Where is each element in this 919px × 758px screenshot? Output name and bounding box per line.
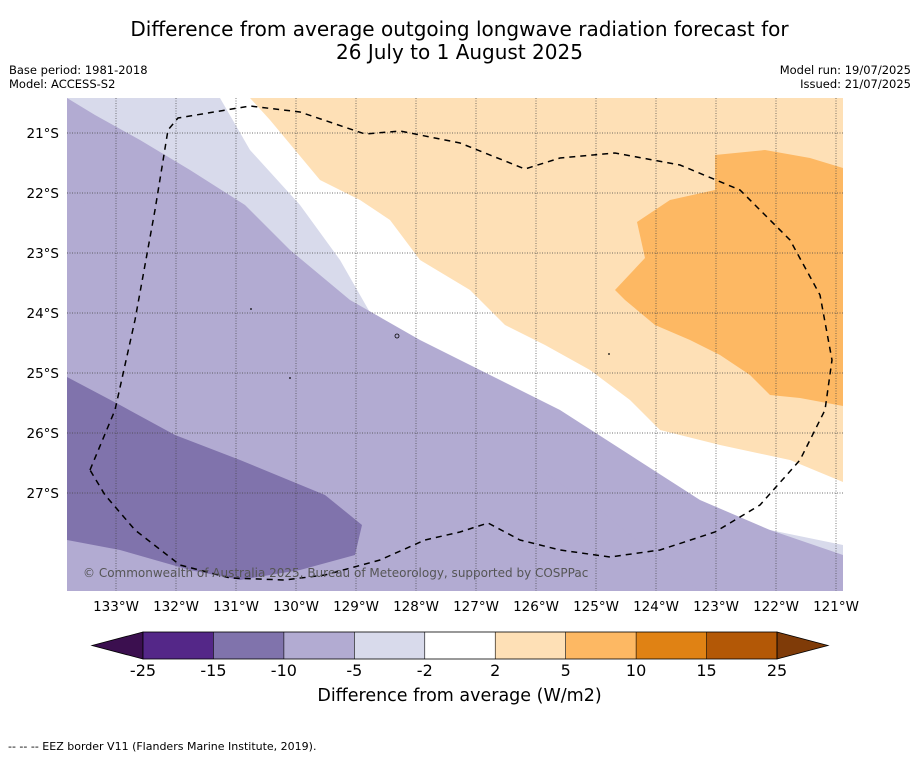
lon-label: 123°W <box>693 599 739 615</box>
lat-label: 21°S <box>27 126 60 142</box>
lon-label: 127°W <box>453 599 499 615</box>
island-marker <box>608 353 610 355</box>
colorbar-segment <box>354 632 425 659</box>
colorbar-tick-label: -15 <box>200 661 227 680</box>
lon-label: 122°W <box>753 599 799 615</box>
colorbar-segment <box>283 632 355 659</box>
meta-left: Base period: 1981-2018 Model: ACCESS-S2 <box>9 63 148 91</box>
title-line-1: Difference from average outgoing longwav… <box>130 17 789 41</box>
colorbar-segment <box>424 632 496 659</box>
eez-footnote: -- -- -- EEZ border V11 (Flanders Marine… <box>8 740 317 753</box>
lon-label: 125°W <box>573 599 619 615</box>
colorbar-segment <box>213 632 284 659</box>
lat-label: 25°S <box>27 366 60 382</box>
model-name: Model: ACCESS-S2 <box>9 77 116 91</box>
anomaly-zone-2-to-5 <box>250 98 843 482</box>
meta-right: Model run: 19/07/2025 Issued: 21/07/2025 <box>780 63 911 91</box>
colorbar-segment <box>565 632 637 659</box>
lat-label: 26°S <box>27 426 60 442</box>
lat-label: 23°S <box>27 246 60 262</box>
colorbar-tick-label: 15 <box>696 661 717 680</box>
longitude-labels: 133°W 132°W 131°W 130°W 129°W 128°W 127°… <box>93 599 859 615</box>
colorbar-tick-label: 2 <box>490 661 501 680</box>
lon-label: 128°W <box>393 599 439 615</box>
copyright-notice: © Commonwealth of Australia 2025, Bureau… <box>83 566 588 580</box>
lon-label: 129°W <box>333 599 379 615</box>
graticule <box>67 98 843 591</box>
anomaly-zone-neg10-to-neg15 <box>67 377 362 580</box>
lon-label: 133°W <box>93 599 139 615</box>
colorbar-tick-label: 5 <box>560 661 571 680</box>
colorbar-extend-low <box>90 631 144 660</box>
issued-date: Issued: 21/07/2025 <box>800 77 911 91</box>
colorbar-segment <box>636 632 707 659</box>
colorbar-tick-label: 25 <box>766 661 788 680</box>
colorbar-segment <box>143 632 214 659</box>
base-period: Base period: 1981-2018 <box>9 63 148 77</box>
colorbar-tick-label: -5 <box>346 661 363 680</box>
lat-label: 24°S <box>27 306 60 322</box>
colorbar-label: Difference from average (W/m2) <box>317 686 602 706</box>
lon-label: 130°W <box>273 599 319 615</box>
lat-label: 22°S <box>27 186 60 202</box>
latitude-labels: 21°S 22°S 23°S 24°S 25°S 26°S 27°S <box>27 126 60 502</box>
anomaly-zone-5-to-10 <box>615 150 843 406</box>
lon-label: 126°W <box>513 599 559 615</box>
colorbar-extend-high <box>776 631 830 660</box>
lon-label: 121°W <box>813 599 859 615</box>
colorbar <box>90 631 830 660</box>
colorbar-tick-label: -25 <box>129 661 157 680</box>
title-line-2: 26 July to 1 August 2025 <box>336 40 583 64</box>
colorbar-segment <box>495 632 566 659</box>
colorbar-tick-label: -2 <box>416 661 433 680</box>
colorbar-tick-label: -10 <box>270 661 297 680</box>
map-title: Difference from average outgoing longwav… <box>0 18 919 64</box>
lon-label: 131°W <box>213 599 259 615</box>
model-run: Model run: 19/07/2025 <box>779 63 911 77</box>
island-marker <box>250 308 252 310</box>
colorbar-segment <box>706 632 777 659</box>
island-marker <box>394 333 400 339</box>
colorbar-tick-label: 10 <box>625 661 647 680</box>
colorbar-frame <box>142 631 778 660</box>
map-panel: © Commonwealth of Australia 2025, Bureau… <box>67 98 843 591</box>
island-marker <box>289 377 291 379</box>
lon-label: 132°W <box>153 599 199 615</box>
lat-label: 27°S <box>27 486 60 502</box>
lon-label: 124°W <box>633 599 679 615</box>
eez-border <box>89 105 833 581</box>
